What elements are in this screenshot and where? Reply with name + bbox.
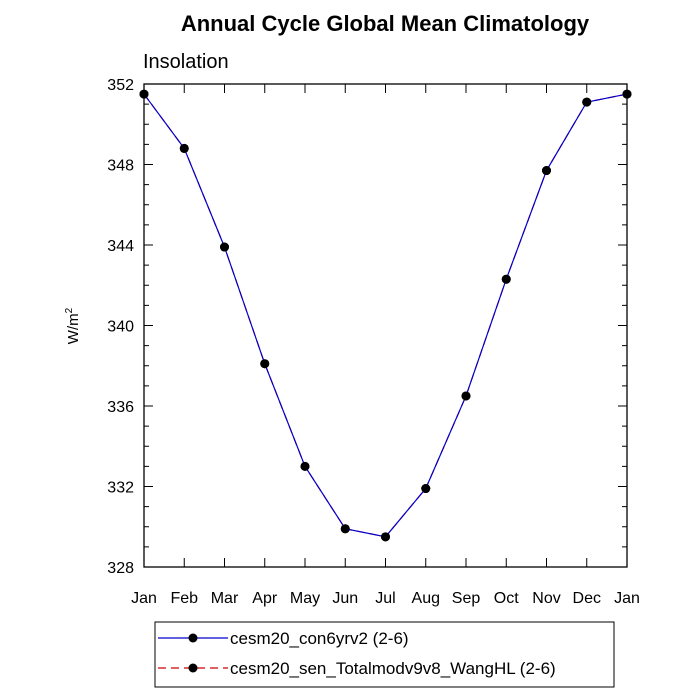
x-tick-label: Jun <box>332 590 358 607</box>
series-layer <box>139 89 632 542</box>
y-tick-label: 352 <box>107 77 134 94</box>
data-point <box>542 166 551 176</box>
x-tick-label: Jul <box>375 590 395 607</box>
x-tick-label: Apr <box>252 590 278 607</box>
x-tick-label: Jan <box>614 590 640 607</box>
data-point <box>582 97 592 107</box>
x-tick-labels: Jan Feb Mar Apr May Jun Jul Aug Sep Oct Nov Dec Jan <box>131 590 640 607</box>
data-point <box>220 242 229 252</box>
data-point <box>179 143 189 153</box>
data-point <box>461 391 471 401</box>
y-tick-label: 328 <box>107 560 134 577</box>
data-point <box>300 461 310 471</box>
x-tick-label: Dec <box>573 590 601 607</box>
y-axis-label-base: W/m <box>65 313 82 344</box>
data-point <box>340 524 350 534</box>
x-tick-label: Jan <box>131 590 157 607</box>
legend-box <box>154 621 615 688</box>
chart-title: Annual Cycle Global Mean Climatology <box>181 11 590 36</box>
y-tick-label: 332 <box>107 480 134 497</box>
legend-marker <box>188 663 198 673</box>
plot-frame <box>143 83 628 568</box>
y-axis-label: W/m2 <box>64 307 82 344</box>
y-tick-label: 336 <box>107 399 134 416</box>
data-point <box>381 532 390 542</box>
x-tick-label: May <box>290 590 320 607</box>
x-tick-label: Nov <box>532 590 560 607</box>
y-tick-labels: 328 332 336 340 344 348 352 <box>107 77 134 577</box>
legend-label: cesm20_con6yrv2 (2-6) <box>230 629 409 648</box>
y-tick-label: 348 <box>107 158 134 175</box>
legend: cesm20_con6yrv2 (2-6) cesm20_sen_Totalmod… <box>154 621 615 688</box>
x-tick-label: Oct <box>494 590 519 607</box>
x-tick-label: Sep <box>452 590 481 607</box>
chart-subtitle: Insolation <box>143 51 229 73</box>
y-axis-label-sup: 2 <box>64 307 75 313</box>
series-line <box>143 93 628 538</box>
legend-label: cesm20_sen_Totalmodv9v8_WangHL (2-6) <box>230 659 556 678</box>
y-tick-label: 344 <box>107 238 134 255</box>
x-tick-label: Feb <box>170 590 198 607</box>
legend-marker <box>188 633 198 643</box>
data-point <box>421 484 431 494</box>
y-tick-label: 340 <box>107 319 134 336</box>
x-tick-label: Aug <box>412 590 440 607</box>
x-tick-label: Mar <box>211 590 239 607</box>
data-point <box>260 359 270 369</box>
series-line <box>143 93 628 538</box>
data-point <box>501 274 511 284</box>
